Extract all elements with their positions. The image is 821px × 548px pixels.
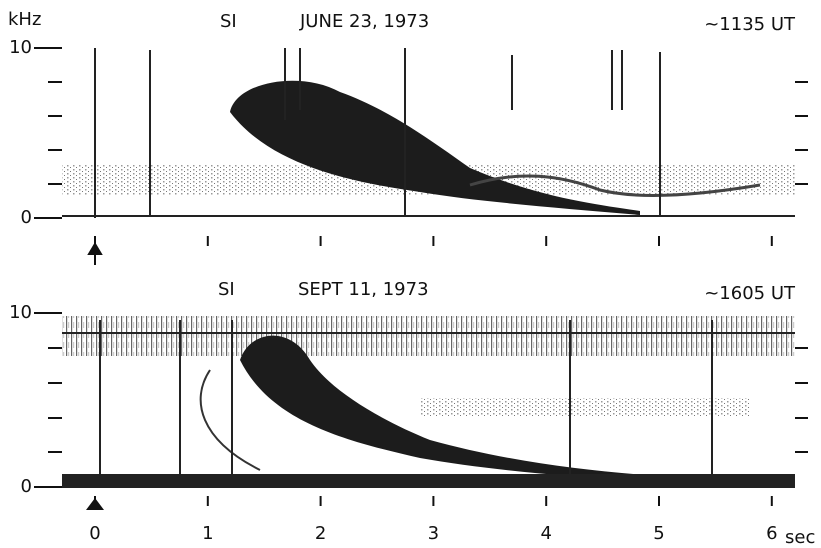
emission-trace [469,174,761,197]
x-tick-label: 6 [766,523,777,544]
x-tick-label: 3 [428,523,439,544]
time: ~1605 UT [704,283,796,304]
x-tick-label: 1 [202,523,213,544]
station: SI [220,11,237,32]
minor-ticks [48,81,808,453]
x-tick-label: 5 [653,523,664,544]
emission-trace [199,369,261,471]
spectrogram-1 [62,48,795,218]
time: ~1135 UT [704,14,796,35]
spectrogram-2 [62,316,795,488]
x-tick-label: 4 [540,523,551,544]
x-unit: sec [785,527,815,548]
date: JUNE 23, 1973 [299,11,429,32]
sferics [94,48,661,218]
baseline-band [62,474,795,488]
emission [230,80,640,216]
y-tick-label: 10 [9,37,32,58]
date: SEPT 11, 1973 [298,279,429,300]
emission [240,335,700,482]
sferics [99,320,713,480]
y-unit: kHz [8,9,41,30]
station: SI [218,279,235,300]
noise-band [420,398,750,416]
y-tick-label: 0 [21,207,32,228]
x-tick-label: 0 [89,523,100,544]
x-tick-label: 2 [315,523,326,544]
noise-band [62,316,795,356]
onset-arrow [87,242,103,265]
y-tick-label: 0 [21,476,32,497]
y-tick-label: 10 [9,302,32,323]
